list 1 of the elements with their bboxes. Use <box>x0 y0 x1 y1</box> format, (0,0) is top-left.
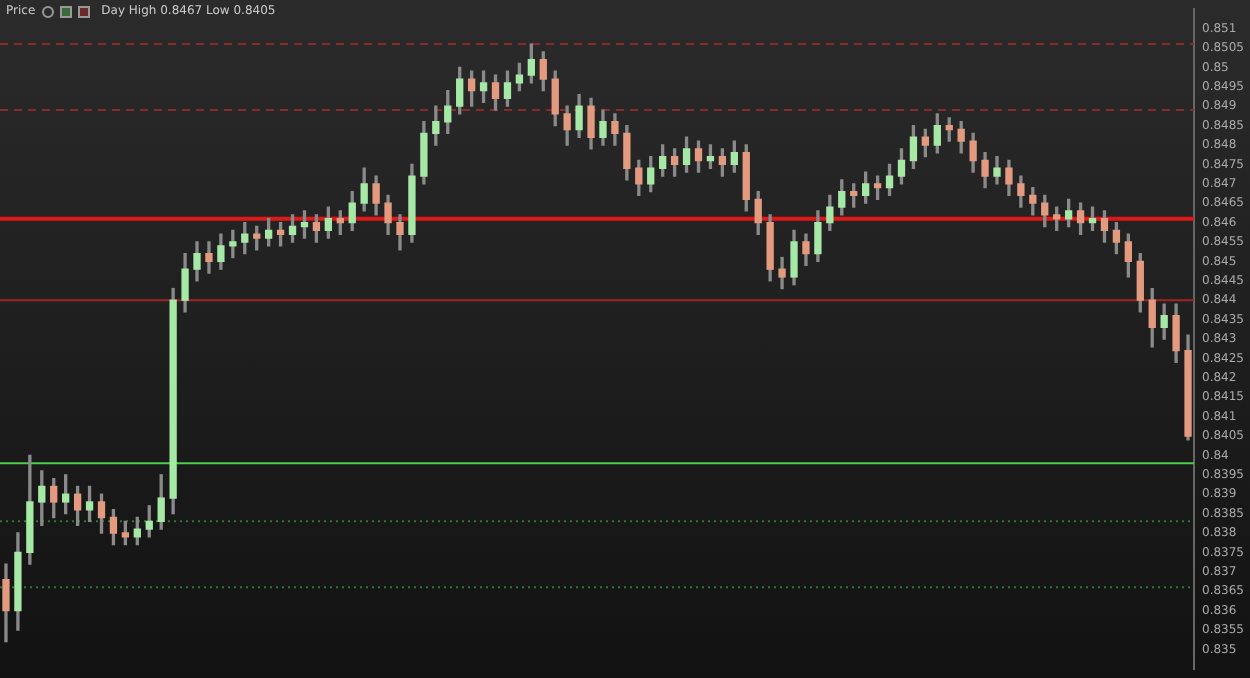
candlestick <box>205 241 213 274</box>
